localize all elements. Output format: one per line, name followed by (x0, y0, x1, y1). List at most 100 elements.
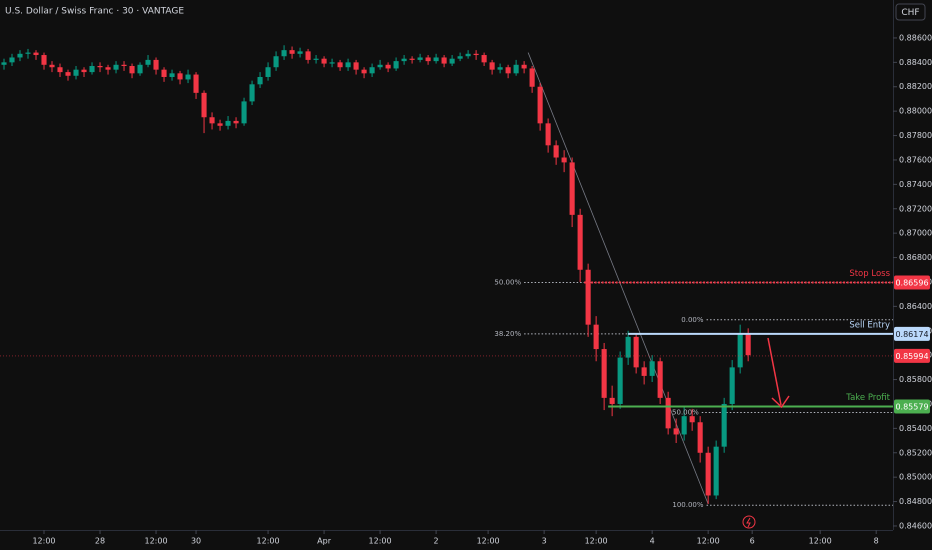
y-tick-label: 0.86800 (899, 253, 932, 262)
candle-body (697, 422, 703, 453)
candle-body (337, 62, 343, 68)
candle-body (345, 62, 351, 68)
currency-label: CHF (901, 8, 919, 18)
y-tick-label: 0.87800 (899, 131, 932, 140)
x-tick-label: 12:00 (585, 537, 608, 546)
candle-body (97, 66, 103, 68)
candle-body (41, 55, 47, 65)
candle-body (449, 58, 455, 64)
x-tick-label: 12:00 (697, 537, 720, 546)
candle-body (49, 64, 55, 68)
candle-body (201, 92, 207, 118)
candle-body (473, 53, 479, 56)
candle-body (457, 56, 463, 59)
y-tick-label: 0.85400 (899, 424, 932, 433)
candle-body (193, 74, 199, 93)
candle-body (505, 67, 511, 74)
fib-label: 0.00% (681, 316, 704, 324)
y-tick-label: 0.88200 (899, 82, 932, 91)
y-tick-label: 0.85000 (899, 473, 932, 482)
event-icon[interactable] (742, 515, 756, 529)
currency-button[interactable] (895, 3, 926, 21)
candle-body (137, 64, 143, 74)
y-tick-label: 0.84600 (899, 521, 932, 530)
event-icon-bolt (746, 517, 751, 528)
candle-body (273, 56, 279, 68)
candle-body (689, 416, 695, 423)
candle-body (121, 64, 127, 67)
candle-body (441, 57, 447, 64)
projection-arrowhead (771, 395, 790, 409)
y-tick-label: 0.84800 (899, 497, 932, 506)
candle-body (521, 64, 527, 69)
x-tick-label: 12:00 (369, 537, 392, 546)
candle-body (1, 62, 7, 65)
candle-body (673, 428, 679, 435)
candle-body (625, 336, 631, 358)
x-tick-label: 12:00 (477, 537, 500, 546)
candle-body (561, 157, 567, 163)
x-tick-label: 28 (95, 537, 105, 546)
candle-body (481, 55, 487, 63)
y-tick-label: 0.88600 (899, 33, 932, 42)
candle-body (721, 403, 727, 447)
candle-body (17, 53, 23, 58)
fib-label: 100.00% (672, 501, 703, 509)
x-tick-label: 2 (434, 537, 439, 546)
level-name: Stop Loss (849, 269, 890, 279)
candle-body (729, 367, 735, 404)
candle-body (353, 62, 359, 70)
candle-body (609, 397, 615, 404)
y-tick-label: 0.87600 (899, 155, 932, 164)
candle-body (465, 53, 471, 57)
candle-body (185, 74, 191, 80)
y-tick-label: 0.88000 (899, 107, 932, 116)
candle-body (65, 72, 71, 76)
projection-arrow (767, 337, 782, 406)
candle-body (153, 59, 159, 70)
candle-body (169, 73, 175, 77)
y-tick-label: 0.85200 (899, 448, 932, 457)
candle-body (705, 452, 711, 496)
candle-body (393, 61, 399, 69)
price-tag-label: 0.85994 (895, 352, 928, 361)
candle-body (641, 367, 647, 376)
candle-body (665, 397, 671, 429)
price-tag (894, 326, 930, 341)
plot (0, 45, 893, 506)
candle-body (289, 50, 295, 54)
candle-body (177, 73, 183, 80)
candle-body (489, 62, 495, 70)
candle-body (257, 76, 263, 85)
level-name: Take Profit (845, 393, 890, 403)
candle-body (297, 51, 303, 54)
candle-body (81, 69, 87, 73)
x-tick-label: 6 (750, 537, 755, 546)
candle-body (513, 64, 519, 74)
y-tick-label: 0.87400 (899, 180, 932, 189)
candle-body (225, 120, 231, 126)
candle-body (265, 67, 271, 77)
candle-body (409, 58, 415, 60)
x-tick-label: 12:00 (145, 537, 168, 546)
candle-body (529, 68, 535, 87)
y-tick-label: 0.88400 (899, 58, 932, 67)
x-tick-label: 12:00 (809, 537, 832, 546)
chart-title: U.S. Dollar / Swiss Franc · 30 · VANTAGE (5, 7, 184, 17)
candle-body (321, 58, 327, 64)
candle-body (617, 357, 623, 404)
candle-body (113, 64, 119, 70)
fib-label: 50.00% (494, 278, 521, 286)
candle-body (25, 52, 31, 54)
candle-body (57, 67, 63, 73)
candle-body (681, 416, 687, 435)
price-tag-label: 0.85579 (895, 403, 928, 412)
candle-body (537, 86, 543, 124)
candle-body (73, 69, 79, 76)
candle-body (89, 66, 95, 73)
x-tick-label: 30 (191, 537, 201, 546)
y-tick-label: 0.87000 (899, 229, 932, 238)
fib-label: 38.20% (494, 330, 521, 338)
candle-body (369, 67, 375, 74)
